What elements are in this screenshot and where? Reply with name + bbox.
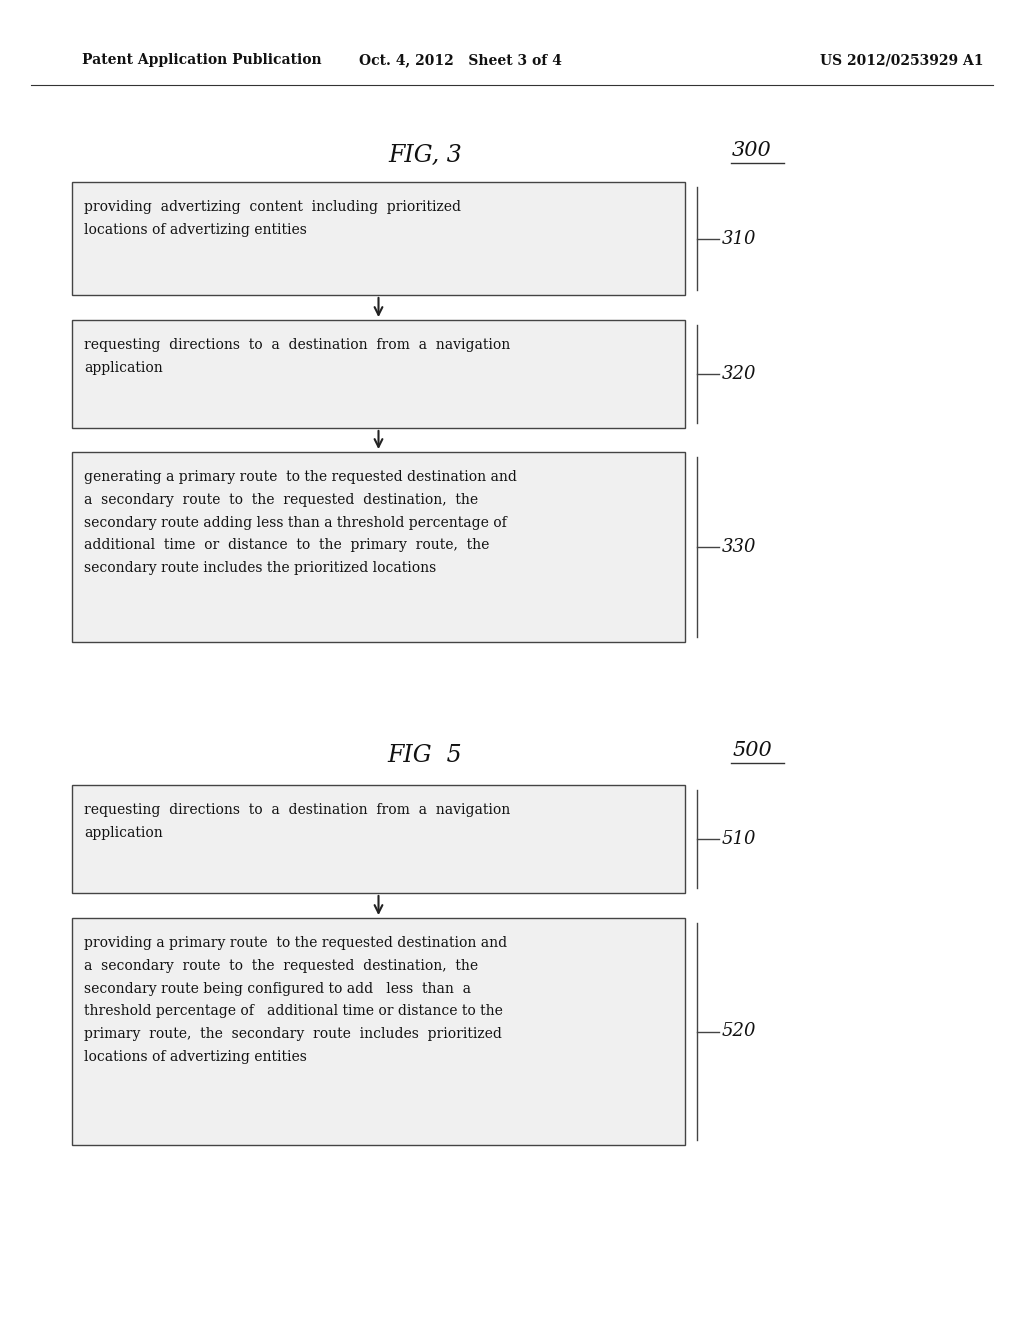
Text: requesting  directions  to  a  destination  from  a  navigation
application: requesting directions to a destination f… — [84, 338, 510, 375]
Text: requesting  directions  to  a  destination  from  a  navigation
application: requesting directions to a destination f… — [84, 803, 510, 840]
Text: 330: 330 — [722, 539, 757, 556]
Text: generating a primary route  to the requested destination and
a  secondary  route: generating a primary route to the reques… — [84, 470, 517, 576]
Bar — [72, 917, 685, 1144]
Text: Patent Application Publication: Patent Application Publication — [82, 53, 322, 67]
Text: 500: 500 — [732, 741, 772, 759]
Text: providing  advertizing  content  including  prioritized
locations of advertizing: providing advertizing content including … — [84, 201, 461, 236]
Text: 310: 310 — [722, 230, 757, 248]
Text: 320: 320 — [722, 366, 757, 383]
Text: FIG  5: FIG 5 — [388, 743, 462, 767]
Text: FIG, 3: FIG, 3 — [388, 144, 462, 166]
Bar — [72, 785, 685, 894]
Text: 520: 520 — [722, 1023, 757, 1040]
Text: 510: 510 — [722, 830, 757, 847]
Text: 300: 300 — [732, 140, 772, 160]
Bar — [72, 451, 685, 642]
Bar — [72, 182, 685, 294]
Text: Oct. 4, 2012   Sheet 3 of 4: Oct. 4, 2012 Sheet 3 of 4 — [359, 53, 562, 67]
Text: providing a primary route  to the requested destination and
a  secondary  route : providing a primary route to the request… — [84, 936, 507, 1064]
Text: US 2012/0253929 A1: US 2012/0253929 A1 — [819, 53, 983, 67]
Bar — [72, 319, 685, 428]
